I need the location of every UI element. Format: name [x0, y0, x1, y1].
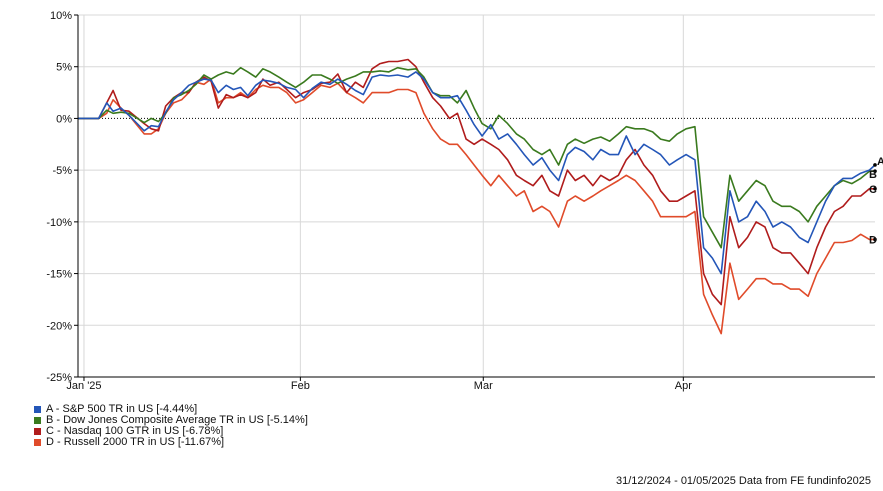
legend-label-a: A - S&P 500 TR in US [-4.44%]: [46, 403, 198, 415]
series-line-b: [78, 66, 875, 249]
legend-swatch-a: [34, 406, 41, 413]
series-end-marker-b: [873, 169, 877, 173]
legend-label-d: D - Russell 2000 TR in US [-11.67%]: [46, 436, 225, 448]
chart-legend: A - S&P 500 TR in US [-4.44%] B - Dow Jo…: [34, 404, 308, 448]
series-end-marker-a: [873, 163, 877, 167]
legend-item-d: D - Russell 2000 TR in US [-11.67%]: [34, 437, 308, 448]
series-end-label-c: C: [869, 184, 877, 196]
legend-label-b: B - Dow Jones Composite Average TR in US…: [46, 414, 308, 426]
series-end-label-d: D: [869, 234, 877, 246]
y-tick-label: -20%: [46, 320, 72, 332]
legend-swatch-d: [34, 439, 41, 446]
y-tick-label: -15%: [46, 269, 72, 281]
legend-swatch-c: [34, 428, 41, 435]
y-tick-label: 10%: [50, 10, 72, 22]
x-tick-label: Mar: [474, 380, 493, 392]
chart-footer: 31/12/2024 - 01/05/2025 Data from FE fun…: [615, 475, 871, 487]
legend-item-b: B - Dow Jones Composite Average TR in US…: [34, 415, 308, 426]
x-tick-label: Apr: [675, 380, 692, 392]
legend-item-a: A - S&P 500 TR in US [-4.44%]: [34, 404, 308, 415]
series-line-a: [78, 71, 876, 275]
series-end-label-b: B: [869, 169, 877, 181]
series-end-marker-c: [873, 186, 877, 191]
legend-label-c: C - Nasdaq 100 GTR in US [-6.78%]: [46, 425, 224, 437]
performance-chart: 10% 5% 0% -5% -10% -15% -20% -25%Jan '25 Feb Mar A…: [46, 10, 883, 392]
y-tick-label: 0%: [56, 113, 72, 125]
grid-layer: [78, 14, 875, 377]
series-end-marker-d: [873, 237, 877, 242]
x-tick-label: Jan '25: [66, 380, 101, 392]
series-line-d: [78, 78, 875, 335]
x-tick-label: Feb: [291, 380, 310, 392]
label-layer: ABC D: [869, 156, 883, 246]
legend-item-c: C - Nasdaq 100 GTR in US [-6.78%]: [34, 426, 308, 437]
series-end-label-a: A: [877, 156, 883, 168]
series-line-c: [78, 58, 875, 306]
axis-layer: 10% 5% 0% -5% -10% -15% -20% -25%Jan '25 Feb Mar A…: [46, 10, 875, 392]
y-tick-label: -5%: [52, 165, 72, 177]
legend-swatch-b: [34, 417, 41, 424]
y-tick-label: -25%: [46, 372, 72, 384]
series-layer: [78, 58, 876, 335]
y-tick-label: 5%: [56, 62, 72, 74]
y-tick-label: -10%: [46, 217, 72, 229]
